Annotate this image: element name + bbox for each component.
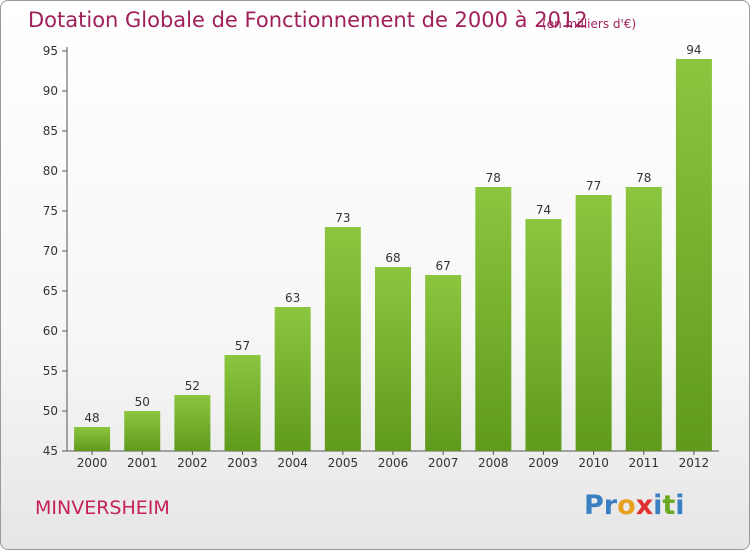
x-tick-label: 2010 bbox=[578, 456, 609, 470]
chart-subtitle: (en milliers d'€) bbox=[542, 17, 637, 31]
bar bbox=[475, 187, 512, 451]
bar bbox=[74, 427, 111, 451]
town-name: MINVERSHEIM bbox=[35, 497, 170, 519]
bar-value-label: 67 bbox=[436, 259, 451, 273]
y-tick-label: 80 bbox=[43, 164, 58, 178]
bar-value-label: 77 bbox=[586, 179, 601, 193]
x-axis: 2000 2001 2002 2003 2004 2005 2006 2007 2008 2009… bbox=[67, 450, 719, 470]
x-tick-label: 2012 bbox=[679, 456, 710, 470]
x-tick-label: 2004 bbox=[277, 456, 308, 470]
logo-letter: i bbox=[675, 490, 685, 521]
bar bbox=[274, 307, 311, 451]
y-tick-label: 70 bbox=[43, 244, 58, 258]
bar-value-label: 74 bbox=[536, 203, 551, 217]
bar-value-label: 68 bbox=[385, 251, 400, 265]
proxiti-logo[interactable]: Proxiti bbox=[584, 490, 685, 521]
y-tick-label: 55 bbox=[43, 364, 58, 378]
bars bbox=[74, 59, 712, 451]
logo-letter: r bbox=[603, 490, 618, 521]
bar bbox=[224, 355, 261, 451]
y-tick-label: 85 bbox=[43, 124, 58, 138]
x-tick-label: 2003 bbox=[227, 456, 258, 470]
bar bbox=[124, 411, 161, 451]
bar-value-label: 78 bbox=[636, 171, 651, 185]
x-tick-label: 2006 bbox=[378, 456, 409, 470]
y-tick-label: 45 bbox=[43, 444, 58, 458]
y-tick-label: 90 bbox=[43, 84, 58, 98]
logo-letter: i bbox=[653, 490, 663, 521]
bar-value-label: 78 bbox=[486, 171, 501, 185]
bar-value-label: 63 bbox=[285, 291, 300, 305]
y-tick-label: 75 bbox=[43, 204, 58, 218]
bar-value-label: 48 bbox=[84, 411, 99, 425]
x-tick-label: 2009 bbox=[528, 456, 559, 470]
bar bbox=[525, 219, 562, 451]
x-tick-label: 2001 bbox=[127, 456, 158, 470]
y-tick-label: 95 bbox=[43, 44, 58, 58]
bar bbox=[375, 267, 411, 451]
value-labels: 48 50 52 57 63 73 68 67 78 74 77 78 94 bbox=[84, 43, 701, 425]
bar bbox=[425, 275, 462, 451]
y-axis: 45 50 55 60 65 70 75 80 85 90 95 bbox=[43, 44, 68, 458]
logo-letter: x bbox=[635, 490, 654, 521]
y-tick-label: 50 bbox=[43, 404, 58, 418]
x-tick-label: 2005 bbox=[328, 456, 359, 470]
y-tick-label: 65 bbox=[43, 284, 58, 298]
logo-letter: o bbox=[617, 490, 636, 521]
bar-value-label: 50 bbox=[135, 395, 150, 409]
logo-letter: P bbox=[584, 490, 604, 521]
logo-letter: t bbox=[662, 490, 676, 521]
x-tick-label: 2011 bbox=[628, 456, 659, 470]
x-tick-label: 2008 bbox=[478, 456, 509, 470]
bar bbox=[625, 187, 662, 451]
x-tick-label: 2002 bbox=[177, 456, 208, 470]
y-tick-label: 60 bbox=[43, 324, 58, 338]
chart-title: Dotation Globale de Fonctionnement de 20… bbox=[28, 8, 588, 32]
bar bbox=[675, 59, 712, 451]
bar bbox=[575, 195, 612, 451]
bar-value-label: 52 bbox=[185, 379, 200, 393]
bar-value-label: 57 bbox=[235, 339, 250, 353]
bar-value-label: 94 bbox=[686, 43, 701, 57]
bar bbox=[174, 395, 211, 451]
bar-value-label: 73 bbox=[335, 211, 350, 225]
x-tick-label: 2000 bbox=[77, 456, 108, 470]
x-tick-label: 2007 bbox=[428, 456, 459, 470]
bar bbox=[324, 227, 361, 451]
